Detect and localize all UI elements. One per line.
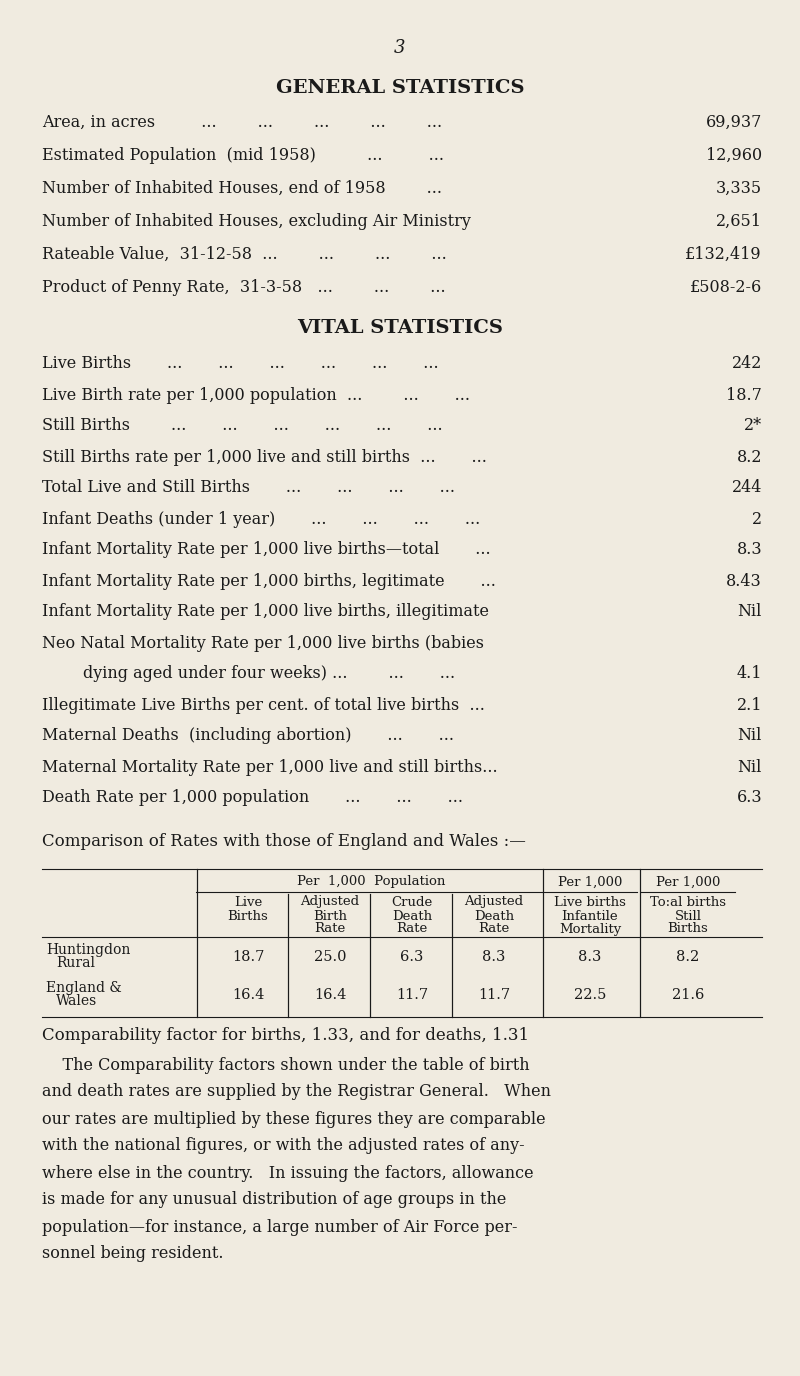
Text: Infant Deaths (under 1 year)       ...       ...       ...       ...: Infant Deaths (under 1 year) ... ... ...… — [42, 510, 480, 527]
Text: 3: 3 — [394, 39, 406, 56]
Text: Crude: Crude — [391, 896, 433, 908]
Text: Live Birth rate per 1,000 population  ...        ...       ...: Live Birth rate per 1,000 population ...… — [42, 387, 470, 403]
Text: Number of Inhabited Houses, excluding Air Ministry: Number of Inhabited Houses, excluding Ai… — [42, 212, 471, 230]
Text: 2*: 2* — [744, 417, 762, 435]
Text: 2,651: 2,651 — [716, 212, 762, 230]
Text: 8.2: 8.2 — [737, 449, 762, 465]
Text: Per 1,000: Per 1,000 — [558, 875, 622, 889]
Text: with the national figures, or with the adjusted rates of any-: with the national figures, or with the a… — [42, 1138, 525, 1154]
Text: Live Births       ...       ...       ...       ...       ...       ...: Live Births ... ... ... ... ... ... — [42, 355, 438, 373]
Text: 6.3: 6.3 — [400, 949, 424, 965]
Text: 12,960: 12,960 — [706, 146, 762, 164]
Text: Adjusted: Adjusted — [465, 896, 523, 908]
Text: our rates are multiplied by these figures they are comparable: our rates are multiplied by these figure… — [42, 1110, 546, 1127]
Text: 21.6: 21.6 — [672, 988, 704, 1002]
Text: Death Rate per 1,000 population       ...       ...       ...: Death Rate per 1,000 population ... ... … — [42, 790, 463, 806]
Text: Wales: Wales — [56, 993, 98, 1009]
Text: 22.5: 22.5 — [574, 988, 606, 1002]
Text: Rateable Value,  31-12-58  ...        ...        ...        ...: Rateable Value, 31-12-58 ... ... ... ... — [42, 245, 446, 263]
Text: Death: Death — [392, 910, 432, 922]
Text: 18.7: 18.7 — [726, 387, 762, 403]
Text: 4.1: 4.1 — [737, 666, 762, 682]
Text: Nil: Nil — [738, 728, 762, 744]
Text: Infant Mortality Rate per 1,000 live births, illegitimate: Infant Mortality Rate per 1,000 live bir… — [42, 604, 489, 621]
Text: To:al births: To:al births — [650, 896, 726, 908]
Text: Huntingdon: Huntingdon — [46, 943, 130, 956]
Text: GENERAL STATISTICS: GENERAL STATISTICS — [276, 78, 524, 96]
Text: Still Births        ...       ...       ...       ...       ...       ...: Still Births ... ... ... ... ... ... — [42, 417, 442, 435]
Text: Comparison of Rates with those of England and Wales :—: Comparison of Rates with those of Englan… — [42, 832, 526, 849]
Text: 8.2: 8.2 — [676, 949, 700, 965]
Text: where else in the country.   In issuing the factors, allowance: where else in the country. In issuing th… — [42, 1164, 534, 1182]
Text: Nil: Nil — [738, 758, 762, 776]
Text: Live births: Live births — [554, 896, 626, 908]
Text: Births: Births — [228, 910, 268, 922]
Text: and death rates are supplied by the Registrar General.   When: and death rates are supplied by the Regi… — [42, 1083, 551, 1101]
Text: Still Births rate per 1,000 live and still births  ...       ...: Still Births rate per 1,000 live and sti… — [42, 449, 487, 465]
Text: 8.43: 8.43 — [726, 572, 762, 589]
Text: Infant Mortality Rate per 1,000 births, legitimate       ...: Infant Mortality Rate per 1,000 births, … — [42, 572, 496, 589]
Text: Maternal Mortality Rate per 1,000 live and still births...: Maternal Mortality Rate per 1,000 live a… — [42, 758, 498, 776]
Text: Per  1,000  Population: Per 1,000 Population — [297, 875, 445, 889]
Text: 16.4: 16.4 — [232, 988, 264, 1002]
Text: Estimated Population  (mid 1958)          ...         ...: Estimated Population (mid 1958) ... ... — [42, 146, 444, 164]
Text: Neo Natal Mortality Rate per 1,000 live births (babies: Neo Natal Mortality Rate per 1,000 live … — [42, 634, 484, 651]
Text: is made for any unusual distribution of age groups in the: is made for any unusual distribution of … — [42, 1192, 506, 1208]
Text: Number of Inhabited Houses, end of 1958        ...: Number of Inhabited Houses, end of 1958 … — [42, 179, 442, 197]
Text: 69,937: 69,937 — [706, 113, 762, 131]
Text: Infant Mortality Rate per 1,000 live births—total       ...: Infant Mortality Rate per 1,000 live bir… — [42, 542, 490, 559]
Text: Rate: Rate — [478, 922, 510, 936]
Text: dying aged under four weeks) ...        ...       ...: dying aged under four weeks) ... ... ... — [42, 666, 455, 682]
Text: 244: 244 — [732, 479, 762, 497]
Text: 11.7: 11.7 — [478, 988, 510, 1002]
Text: 25.0: 25.0 — [314, 949, 346, 965]
Text: Birth: Birth — [313, 910, 347, 922]
Text: Rate: Rate — [314, 922, 346, 936]
Text: Total Live and Still Births       ...       ...       ...       ...: Total Live and Still Births ... ... ... … — [42, 479, 455, 497]
Text: 16.4: 16.4 — [314, 988, 346, 1002]
Text: 11.7: 11.7 — [396, 988, 428, 1002]
Text: 2.1: 2.1 — [737, 696, 762, 714]
Text: The Comparability factors shown under the table of birth: The Comparability factors shown under th… — [42, 1057, 530, 1073]
Text: Product of Penny Rate,  31-3-58   ...        ...        ...: Product of Penny Rate, 31-3-58 ... ... .… — [42, 278, 446, 296]
Text: England &: England & — [46, 981, 122, 995]
Text: Rate: Rate — [396, 922, 428, 936]
Text: 3,335: 3,335 — [716, 179, 762, 197]
Text: £508-2-6: £508-2-6 — [690, 278, 762, 296]
Text: Adjusted: Adjusted — [301, 896, 359, 908]
Text: Nil: Nil — [738, 604, 762, 621]
Text: 18.7: 18.7 — [232, 949, 264, 965]
Text: 2: 2 — [752, 510, 762, 527]
Text: Still: Still — [674, 910, 702, 922]
Text: VITAL STATISTICS: VITAL STATISTICS — [297, 319, 503, 337]
Text: Infantile: Infantile — [562, 910, 618, 922]
Text: 6.3: 6.3 — [736, 790, 762, 806]
Text: 8.3: 8.3 — [736, 542, 762, 559]
Text: 8.3: 8.3 — [578, 949, 602, 965]
Text: £132,419: £132,419 — [686, 245, 762, 263]
Text: Death: Death — [474, 910, 514, 922]
Text: Area, in acres         ...        ...        ...        ...        ...: Area, in acres ... ... ... ... ... — [42, 113, 442, 131]
Text: 242: 242 — [732, 355, 762, 373]
Text: Rural: Rural — [56, 956, 95, 970]
Text: 8.3: 8.3 — [482, 949, 506, 965]
Text: Mortality: Mortality — [559, 922, 621, 936]
Text: sonnel being resident.: sonnel being resident. — [42, 1245, 223, 1263]
Text: population—for instance, a large number of Air Force per-: population—for instance, a large number … — [42, 1219, 518, 1236]
Text: Illegitimate Live Births per cent. of total live births  ...: Illegitimate Live Births per cent. of to… — [42, 696, 485, 714]
Text: Live: Live — [234, 896, 262, 908]
Text: Comparability factor for births, 1.33, and for deaths, 1.31: Comparability factor for births, 1.33, a… — [42, 1026, 529, 1043]
Text: Maternal Deaths  (including abortion)       ...       ...: Maternal Deaths (including abortion) ...… — [42, 728, 454, 744]
Text: Births: Births — [668, 922, 708, 936]
Text: Per 1,000: Per 1,000 — [656, 875, 720, 889]
